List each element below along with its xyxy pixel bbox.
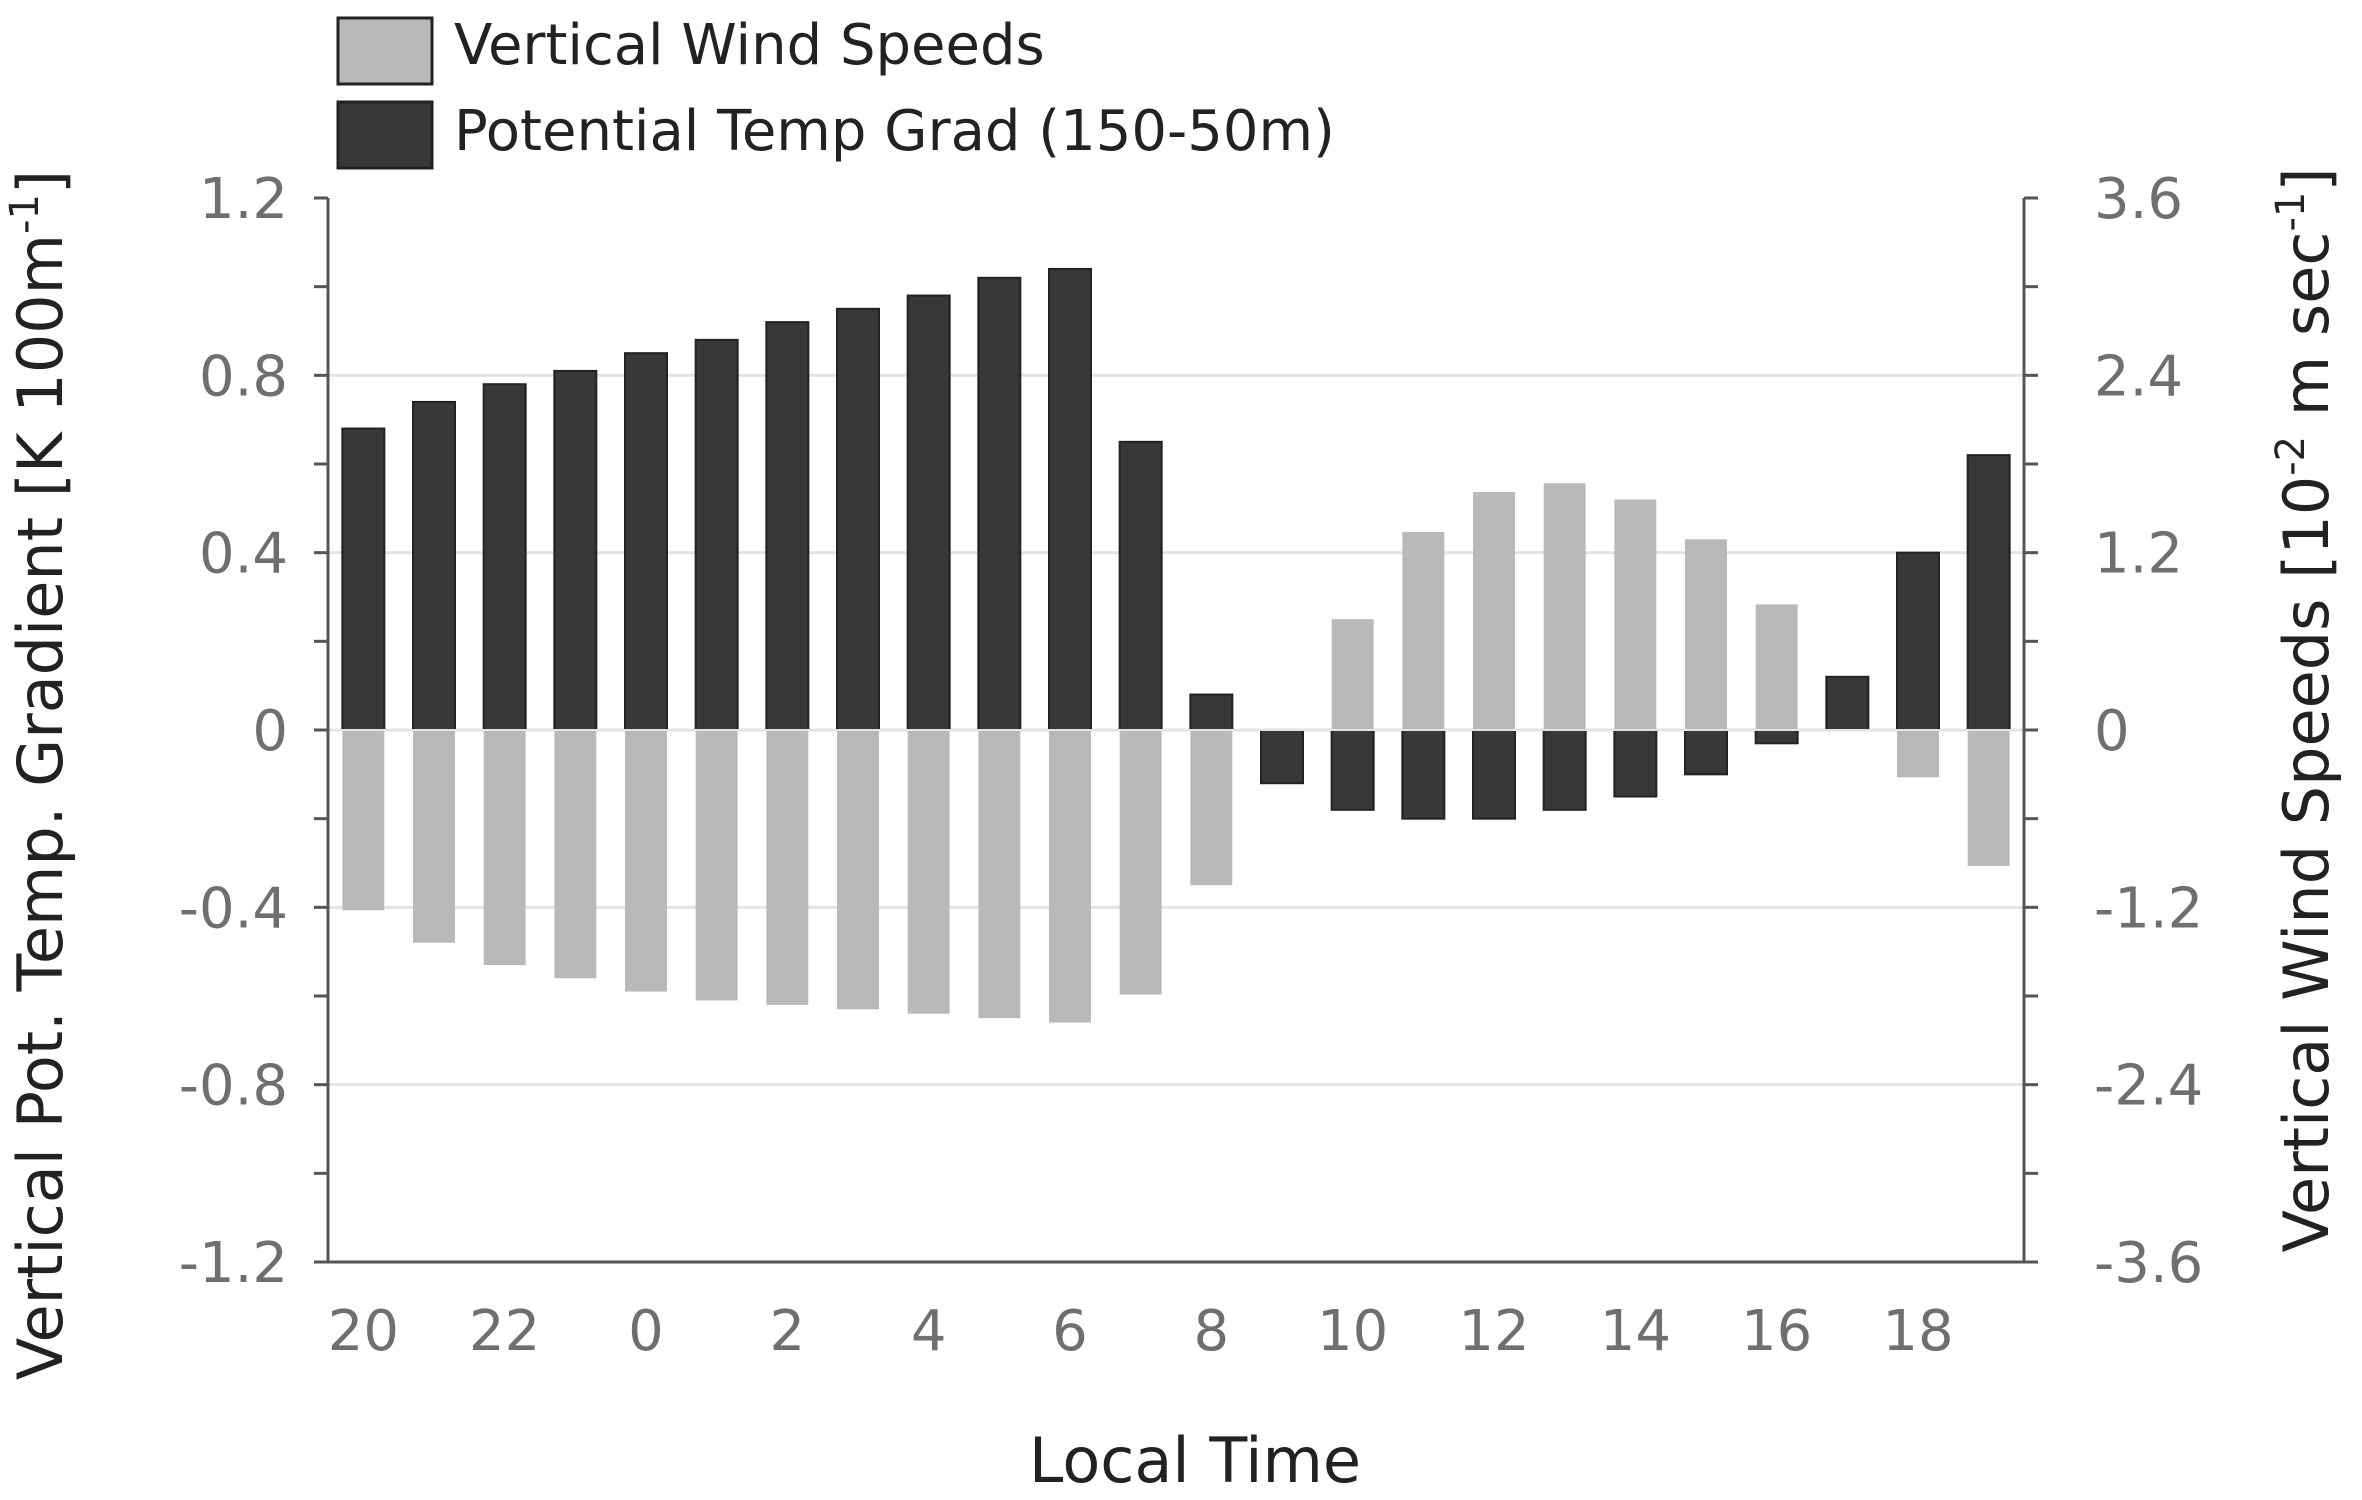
bar-wind-20 [1755, 604, 1798, 730]
right-tick-label-6: -3.6 [2094, 1231, 2203, 1296]
x-tick-label-0: 20 [328, 1299, 399, 1364]
bar-wind-1 [413, 730, 455, 943]
bar-tempgrad-18 [1613, 729, 1658, 798]
left-tick-label-6: -1.2 [179, 1231, 288, 1296]
right-tick-label-2: 1.2 [2094, 522, 2183, 587]
x-tick-label-3: 2 [770, 1299, 806, 1364]
right-y-axis-title: Vertical Wind Speeds [10-2 m sec-1] [2268, 167, 2343, 1252]
bar-tempgrad-7 [836, 307, 880, 731]
bar-tempgrad-13 [1260, 729, 1304, 785]
bar-tempgrad-11 [1118, 440, 1163, 731]
bar-wind-7 [837, 730, 879, 1010]
bar-tempgrad-17 [1542, 729, 1587, 811]
bar-wind-0 [342, 730, 385, 911]
bar-wind-23 [1967, 730, 2010, 866]
x-tick-label-11: 18 [1882, 1299, 1953, 1364]
right-tick-label-5: -2.4 [2094, 1054, 2203, 1119]
legend: Vertical Wind Speeds Potential Temp Grad… [336, 13, 1335, 170]
bar-tempgrad-12 [1189, 693, 1234, 731]
bar-wind-17 [1543, 483, 1586, 730]
bar-tempgrad-2 [482, 383, 527, 731]
legend-label-vertical-wind-speeds: Vertical Wind Speeds [454, 13, 1045, 78]
left-tick-label-0: 1.2 [199, 167, 288, 232]
right-tick-label-4: -1.2 [2094, 876, 2203, 941]
bar-tempgrad-20 [1754, 729, 1799, 745]
bar-tempgrad-23 [1966, 454, 2011, 731]
bar-wind-18 [1614, 499, 1657, 730]
bar-tempgrad-5 [694, 338, 739, 731]
bar-wind-9 [978, 730, 1021, 1019]
right-tick-label-1: 2.4 [2094, 344, 2183, 409]
right-tick-label-3: 0 [2094, 699, 2130, 764]
x-tick-label-8: 12 [1458, 1299, 1529, 1364]
bar-wind-6 [766, 730, 809, 1005]
x-tick-label-6: 8 [1194, 1299, 1230, 1364]
bar-tempgrad-14 [1330, 729, 1375, 811]
bar-wind-16 [1473, 492, 1515, 730]
bar-tempgrad-10 [1048, 267, 1092, 731]
bar-wind-4 [625, 730, 667, 992]
x-tick-label-10: 16 [1741, 1299, 1812, 1364]
x-tick-label-7: 10 [1317, 1299, 1388, 1364]
bar-tempgrad-6 [765, 321, 810, 731]
legend-swatch-vertical-wind-speeds [336, 16, 434, 86]
bar-wind-14 [1331, 619, 1374, 730]
bar-wind-5 [695, 730, 738, 1001]
bar-wind-2 [483, 730, 526, 965]
bar-wind-15 [1402, 531, 1445, 730]
bar-tempgrad-3 [553, 369, 598, 731]
bar-tempgrad-0 [341, 427, 386, 731]
x-tick-label-1: 22 [469, 1299, 540, 1364]
left-y-axis-title: Vertical Pot. Temp. Gradient [K 100m-1] [2, 170, 77, 1380]
bar-tempgrad-4 [624, 352, 668, 731]
bar-tempgrad-15 [1401, 729, 1446, 820]
tick-labels: 1.2 0.8 0.4 0 -0.4 -0.8 -1.2 3.6 2.4 1.2 0 -1.2 -2.4… [179, 167, 2204, 1364]
x-tick-label-5: 6 [1052, 1299, 1088, 1364]
left-tick-label-2: 0.4 [199, 522, 288, 587]
bar-tempgrad-9 [977, 276, 1022, 731]
bar-wind-19 [1685, 539, 1727, 730]
bar-wind-3 [554, 730, 597, 979]
bar-tempgrad-16 [1472, 729, 1516, 820]
bar-tempgrad-21 [1825, 675, 1870, 731]
bar-tempgrad-1 [412, 400, 456, 731]
left-tick-label-3: 0 [252, 699, 288, 764]
bar-wind-22 [1897, 730, 1939, 778]
bar-tempgrad-22 [1896, 551, 1940, 732]
bar-wind-8 [907, 730, 950, 1014]
left-tick-label-5: -0.8 [179, 1054, 288, 1119]
x-axis-title: Local Time [1029, 1424, 1361, 1497]
x-tick-label-9: 14 [1600, 1299, 1671, 1364]
x-tick-label-2: 0 [628, 1299, 664, 1364]
bars [341, 267, 2011, 1023]
legend-swatch-potential-temp-grad [336, 100, 434, 170]
bar-tempgrad-8 [906, 294, 951, 731]
legend-label-potential-temp-grad: Potential Temp Grad (150-50m) [454, 99, 1335, 164]
bar-tempgrad-19 [1684, 729, 1728, 776]
bar-wind-12 [1190, 730, 1233, 886]
bar-wind-10 [1049, 730, 1091, 1023]
axes [314, 196, 2038, 1264]
left-tick-label-1: 0.8 [199, 344, 288, 409]
right-tick-label-0: 3.6 [2094, 167, 2183, 232]
x-tick-label-4: 4 [911, 1299, 947, 1364]
bar-wind-11 [1119, 730, 1162, 995]
left-tick-label-4: -0.4 [179, 876, 288, 941]
